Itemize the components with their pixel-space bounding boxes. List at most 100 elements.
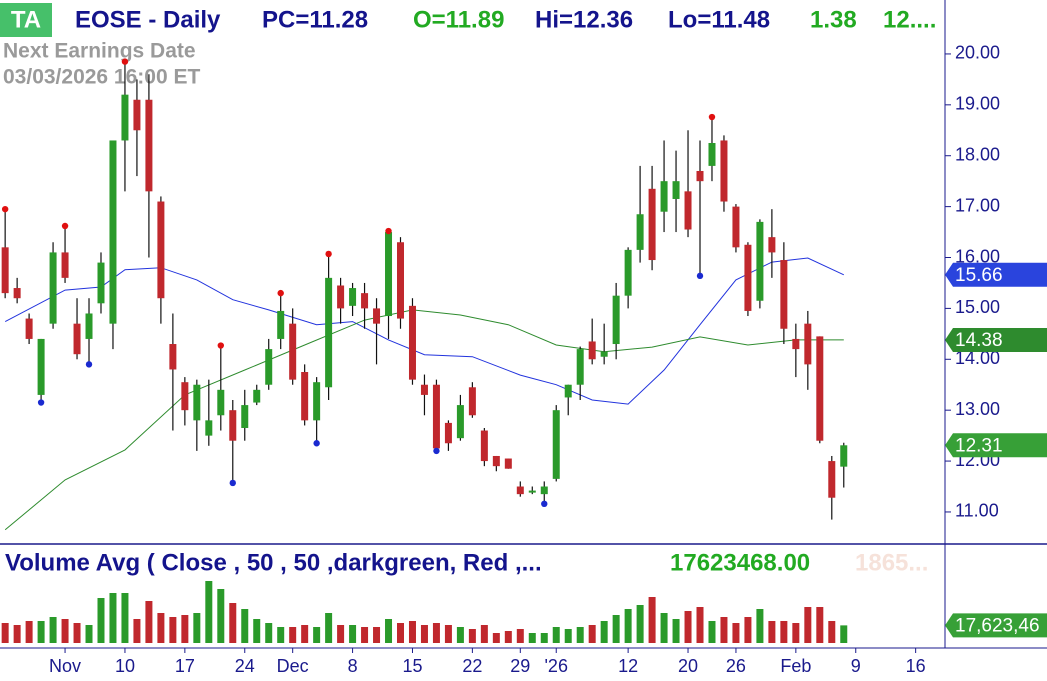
- candle-body: [504, 458, 512, 469]
- y-tick-label: 17.00: [955, 195, 1000, 215]
- candle-body: [217, 389, 225, 416]
- volume-bar: [564, 629, 572, 643]
- y-tick-label: 16.00: [955, 246, 1000, 266]
- candle-body: [241, 405, 249, 428]
- candle-body: [684, 191, 692, 230]
- candle-body: [636, 214, 644, 250]
- x-tick-label: 16: [906, 656, 926, 676]
- volume-bar: [672, 619, 680, 643]
- candle-body: [720, 140, 728, 202]
- volume-bar: [552, 627, 560, 643]
- x-tick-label: 9: [851, 656, 861, 676]
- candle-body: [61, 252, 69, 278]
- volume-value-label-box: [945, 613, 1047, 638]
- volume-bar: [361, 627, 369, 643]
- candle-body: [253, 389, 261, 403]
- candle-body: [373, 308, 381, 324]
- volume-bar: [744, 617, 752, 643]
- swing-low-dot: [313, 440, 320, 447]
- volume-bar: [612, 615, 620, 643]
- header-stat: PC=11.28: [262, 6, 368, 33]
- volume-bar: [349, 625, 357, 643]
- volume-bar: [277, 627, 285, 643]
- moving-average: [4, 257, 845, 405]
- volume-bar: [205, 581, 213, 643]
- swing-high-dot: [708, 113, 716, 121]
- candle-body: [528, 490, 536, 493]
- candle-body: [181, 382, 189, 411]
- candle-body: [337, 285, 345, 309]
- volume-bar: [468, 629, 476, 643]
- candle-body: [420, 384, 428, 395]
- header-stat: 12....: [883, 6, 936, 33]
- candle-body: [85, 313, 93, 339]
- volume-bar: [145, 601, 153, 643]
- annotation: Next Earnings Date: [3, 40, 196, 63]
- volume-bar: [13, 625, 21, 643]
- candle-body: [289, 323, 297, 380]
- volume-bar: [444, 625, 452, 643]
- y-tick-label: 11.00: [955, 501, 999, 521]
- swing-low-dot: [37, 399, 45, 406]
- volume-bar: [420, 625, 428, 643]
- candle-body: [456, 405, 464, 439]
- candle-body: [540, 486, 548, 495]
- volume-bar: [85, 625, 93, 643]
- candle-body: [37, 338, 45, 395]
- candle-body: [492, 455, 500, 467]
- candle-body: [277, 310, 285, 339]
- volume-bar: [193, 613, 201, 643]
- x-tick-label: 12: [618, 656, 638, 676]
- x-tick-label: Nov: [49, 656, 81, 676]
- candle-body: [564, 384, 572, 398]
- volume-bar: [768, 621, 776, 643]
- volume-bar: [169, 617, 177, 643]
- candle-body: [396, 242, 404, 319]
- candle-body: [744, 244, 752, 311]
- candle-body: [157, 201, 165, 299]
- volume-bar: [408, 621, 416, 643]
- candle-body: [612, 295, 620, 345]
- x-tick-label: 24: [235, 656, 255, 676]
- volume-bar: [325, 613, 333, 643]
- candle-body: [828, 461, 836, 498]
- y-tick-label: 19.00: [955, 94, 1000, 114]
- candle-body: [780, 260, 788, 329]
- volume-bar: [181, 615, 189, 643]
- candle-body: [708, 143, 716, 166]
- annotation: 03/03/2026 16:00 ET: [3, 66, 200, 89]
- x-tick-label: 22: [462, 656, 482, 676]
- volume-bar: [816, 607, 824, 643]
- volume-bar: [624, 609, 632, 643]
- candle-body: [756, 221, 764, 301]
- y-tick-label: 15.00: [955, 297, 1000, 317]
- volume-bar: [1, 623, 9, 643]
- volume-bar: [337, 625, 345, 643]
- x-tick-label: 20: [678, 656, 698, 676]
- candle-body: [73, 323, 81, 355]
- volume-bar: [241, 609, 249, 643]
- header-stat: 17623468.00: [670, 549, 810, 576]
- x-tick-label: 8: [348, 656, 358, 676]
- candle-body: [804, 323, 812, 365]
- candle-body: [265, 349, 273, 385]
- volume-bar: [253, 619, 261, 643]
- volume-bar: [792, 623, 800, 643]
- volume-bar: [480, 625, 488, 643]
- candle-body: [13, 288, 21, 299]
- volume-bar: [732, 623, 740, 643]
- candle-body: [145, 99, 153, 192]
- candle-body: [816, 336, 824, 441]
- volume-bar: [600, 621, 608, 643]
- y-tick-label: 18.00: [955, 144, 1000, 164]
- candle-body: [696, 170, 704, 182]
- x-tick-label: 10: [115, 656, 135, 676]
- volume-bar: [49, 617, 57, 643]
- candle-body: [480, 430, 488, 462]
- swing-low-dot: [85, 361, 93, 368]
- volume-bar: [301, 625, 309, 643]
- candle-body: [732, 206, 740, 248]
- volume-bar: [780, 621, 788, 643]
- candle-body: [301, 372, 309, 421]
